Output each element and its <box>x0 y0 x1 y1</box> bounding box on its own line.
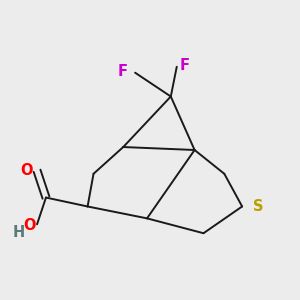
Text: O: O <box>20 163 33 178</box>
Text: H: H <box>12 225 25 240</box>
Text: O: O <box>23 218 36 233</box>
Text: F: F <box>118 64 128 79</box>
Text: F: F <box>180 58 190 73</box>
Text: S: S <box>253 199 263 214</box>
